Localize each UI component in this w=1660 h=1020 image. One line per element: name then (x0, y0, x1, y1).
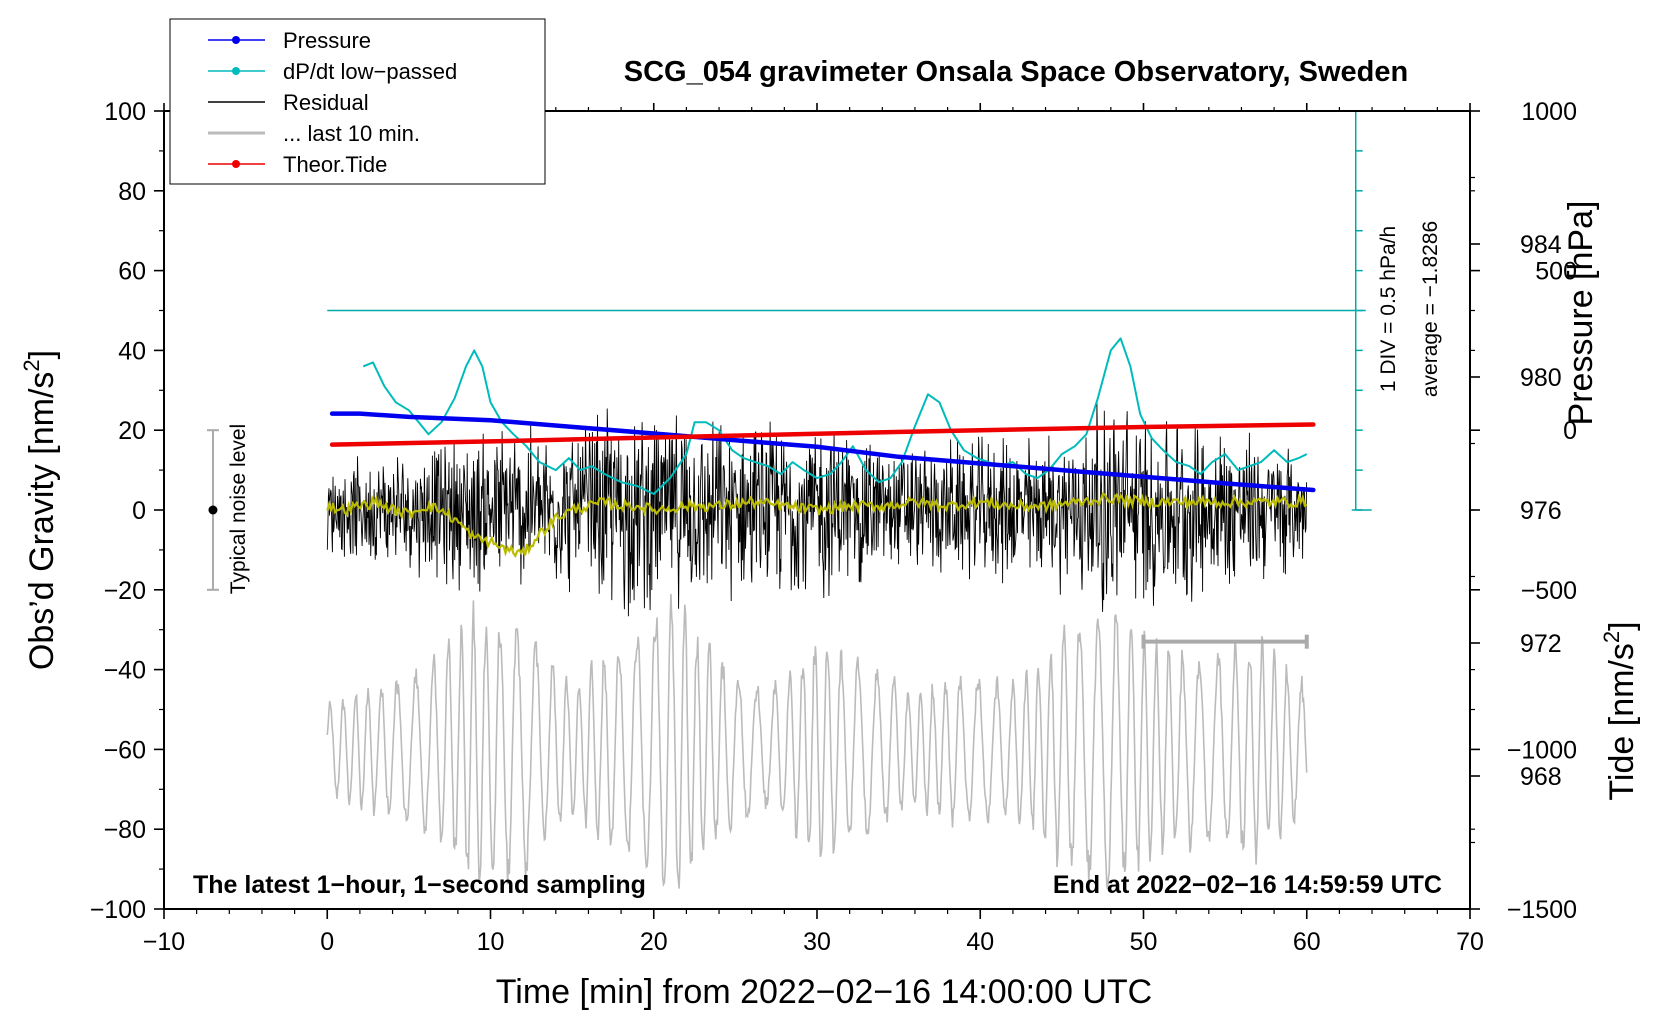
y-axis-title-close: ] (23, 350, 61, 359)
series-last-10-min (326, 593, 1308, 890)
x-axis-title: Time [min] from 2022−02−16 14:00:00 UTC (496, 973, 1152, 1011)
x-tick-label: 20 (640, 928, 668, 956)
tide-tick-label: −1500 (1507, 896, 1577, 924)
dpdt-scale-label: 1 DIV = 0.5 hPa/h (1377, 226, 1400, 392)
tide-tick-label: −500 (1521, 577, 1577, 605)
x-tick-label: 60 (1293, 928, 1321, 956)
y-tick-label: 80 (118, 178, 146, 206)
chart-annotations (206, 110, 1372, 649)
pressure-tick-label: 980 (1520, 364, 1562, 392)
x-tick-label: −10 (143, 928, 185, 956)
series-line-residual-smoothed (326, 492, 1308, 558)
tide-tick-label: 0 (1563, 417, 1577, 445)
pressure-tick-label: 976 (1520, 497, 1562, 525)
y-tick-label: −20 (104, 577, 146, 605)
series-line-dpdt (362, 337, 1308, 495)
y-tick-label: 20 (118, 417, 146, 445)
y-tick-label: −60 (104, 736, 146, 764)
tide-tick-label: 500 (1535, 258, 1577, 286)
tide-tick-label: 1000 (1521, 98, 1577, 126)
series-dpdt-low-passed (362, 337, 1308, 495)
legend-label: ... last 10 min. (283, 121, 420, 146)
legend-marker (232, 67, 240, 75)
y-tick-label: −100 (90, 896, 146, 924)
dpdt-average-label: average = −1.8286 (1419, 221, 1442, 397)
x-tick-label: 40 (966, 928, 994, 956)
series-line-theor-tide (329, 422, 1316, 447)
series-residual (326, 401, 1308, 617)
pressure-tick-label: 972 (1520, 630, 1562, 658)
y-tick-label: 60 (118, 258, 146, 286)
pressure-axis-title: Pressure [hPa] (1562, 201, 1600, 426)
y-tick-label: 0 (132, 497, 146, 525)
tide-axis-title-close: ] (1603, 621, 1641, 630)
x-tick-label: 50 (1130, 928, 1158, 956)
axes: −10 0 10 20 30 40 50 60 70100806040200−20−40−60−… (90, 98, 1577, 956)
y-axis-title-text: Obs’d Gravity [nm/s (23, 372, 61, 671)
tide-axis-title-text: Tide [nm/s (1603, 643, 1641, 800)
tide-tick-label: −1000 (1507, 736, 1577, 764)
series-line-pressure (329, 411, 1316, 493)
legend: Pressure dP/dt low−passed Residual ... last… (169, 18, 546, 185)
tide-axis-title-sup: 2 (1599, 631, 1624, 643)
x-tick-label: 0 (320, 928, 334, 956)
x-tick-label: 70 (1456, 928, 1484, 956)
x-tick-label: 10 (477, 928, 505, 956)
legend-label: Theor.Tide (283, 152, 387, 177)
series-line-residual (326, 401, 1308, 617)
noise-level-dot (208, 505, 218, 515)
series-pressure (329, 411, 1316, 493)
legend-label: dP/dt low−passed (283, 59, 457, 84)
y-tick-label: −40 (104, 657, 146, 685)
y-tick-label: −80 (104, 816, 146, 844)
legend-marker (232, 160, 240, 168)
noise-level-label: Typical noise level (227, 424, 250, 594)
legend-marker (232, 36, 240, 44)
sampling-note: The latest 1−hour, 1−second sampling (193, 871, 646, 899)
y-tick-label: 40 (118, 337, 146, 365)
legend-label: Residual (283, 90, 369, 115)
x-tick-label: 30 (803, 928, 831, 956)
series-residual-smoothed (326, 492, 1308, 558)
pressure-tick-label: 984 (1520, 231, 1562, 259)
series-line-last-10-min (326, 593, 1308, 890)
y-tick-label: 100 (104, 98, 146, 126)
y-axis-title: Obs’d Gravity [nm/s2] (19, 350, 61, 670)
series-theor-tide (329, 422, 1316, 447)
pressure-tick-label: 968 (1520, 763, 1562, 791)
y-axis-title-sup: 2 (19, 359, 44, 371)
chart-title: SCG_054 gravimeter Onsala Space Observat… (624, 56, 1408, 88)
end-time-note: End at 2022−02−16 14:59:59 UTC (1053, 871, 1442, 899)
tide-axis-title: Tide [nm/s2] (1599, 621, 1641, 800)
legend-label: Pressure (283, 28, 371, 53)
